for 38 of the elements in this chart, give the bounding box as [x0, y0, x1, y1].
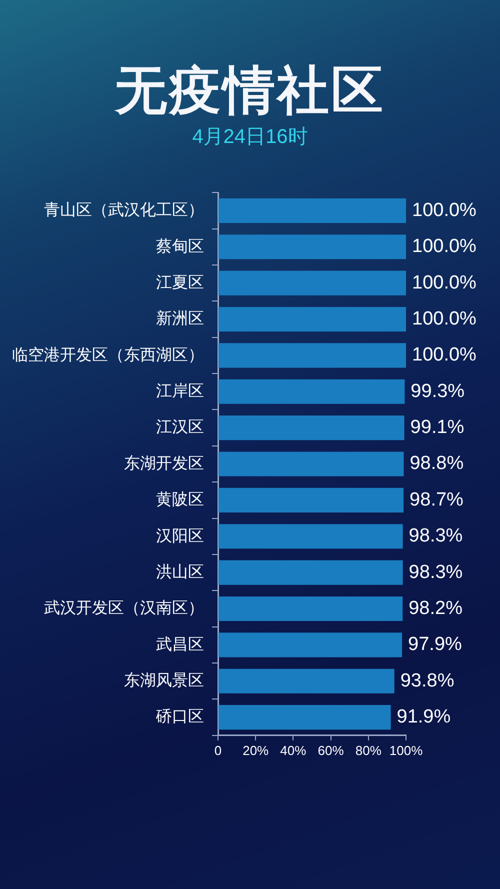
- x-tick-label: 0: [214, 742, 222, 758]
- data-label: 98.7%: [410, 489, 464, 510]
- y-tick-label: 武昌区: [156, 635, 204, 654]
- data-label: 98.8%: [410, 453, 464, 474]
- y-tick-label: 武汉开发区（汉南区）: [44, 599, 204, 618]
- y-tick-label: 洪山区: [156, 562, 204, 581]
- y-tick-label: 硚口区: [155, 708, 204, 726]
- data-label: 91.9%: [396, 706, 451, 728]
- data-label: 99.3%: [410, 380, 465, 402]
- data-label: 100.0%: [412, 272, 477, 294]
- y-tick-label: 江岸区: [156, 382, 204, 400]
- y-tick-label: 东湖风景区: [124, 672, 204, 690]
- chart-subtitle: 4月24日16时: [191, 125, 309, 150]
- x-tick-label: 20%: [242, 742, 270, 758]
- data-label: 98.3%: [408, 562, 463, 583]
- x-tick-label: 80%: [355, 742, 382, 758]
- data-label: 100.0%: [412, 308, 477, 330]
- y-tick-label: 江汉区: [156, 419, 204, 436]
- data-label: 100.0%: [412, 344, 477, 366]
- data-label: 93.8%: [400, 670, 454, 692]
- y-tick-label: 蔡甸区: [156, 237, 204, 256]
- x-tick-label: 100%: [389, 742, 424, 758]
- x-tick-label: 60%: [318, 742, 344, 758]
- data-label: 100.0%: [412, 200, 477, 221]
- chart-title: 无疫情社区: [114, 61, 386, 122]
- y-tick-label: 青山区（武汉化工区）: [44, 201, 204, 220]
- data-label: 99.1%: [410, 417, 464, 438]
- data-label: 97.9%: [408, 634, 462, 656]
- y-tick-label: 东湖开发区: [124, 454, 204, 472]
- y-tick-label: 江夏区: [156, 274, 204, 292]
- x-tick-label: 40%: [280, 742, 307, 758]
- data-label: 98.2%: [408, 598, 463, 619]
- y-tick-label: 汉阳区: [156, 528, 204, 545]
- y-tick-label: 黄陂区: [156, 490, 204, 509]
- data-label: 100.0%: [412, 236, 477, 258]
- y-tick-label: 新洲区: [156, 310, 204, 328]
- y-tick-label: 临空港开发区（东西湖区）: [12, 346, 204, 364]
- data-label: 98.3%: [408, 526, 463, 547]
